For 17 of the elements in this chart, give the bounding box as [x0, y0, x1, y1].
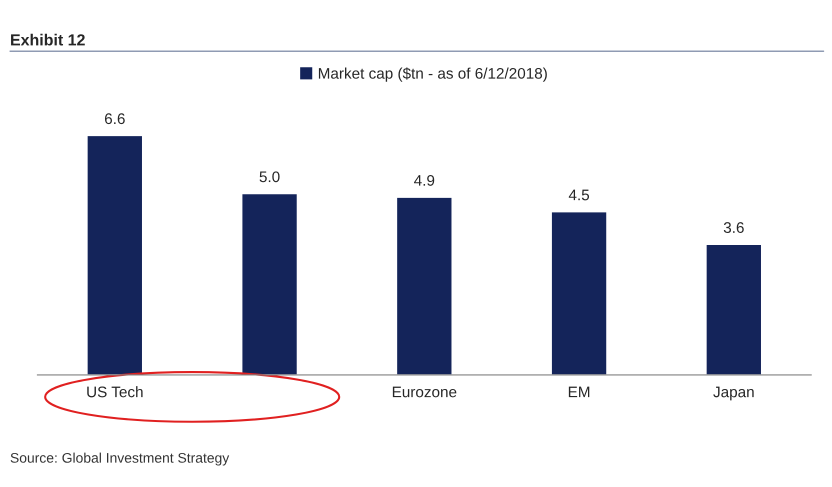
legend-label: Market cap ($tn - as of 6/12/2018): [318, 67, 547, 82]
x-tick-label: Japan: [713, 386, 754, 400]
bar: [396, 196, 453, 375]
data-label: 4.5: [568, 190, 590, 200]
x-tick-label: Eurozone: [392, 386, 456, 398]
x-tick-label: EM: [568, 386, 590, 398]
data-label: 3.6: [724, 222, 744, 233]
x-tick-label: US Tech: [87, 386, 143, 398]
chart-title: Exhibit 12: [11, 34, 85, 46]
bar: [86, 134, 144, 375]
source-note: Source: Global Investment Strategy: [10, 452, 230, 466]
data-label: 6.6: [104, 113, 125, 124]
bar: [550, 210, 608, 375]
data-label: 5.0: [260, 171, 280, 182]
bar: [705, 244, 762, 375]
data-label: 4.9: [414, 175, 434, 186]
bar: [241, 192, 298, 375]
